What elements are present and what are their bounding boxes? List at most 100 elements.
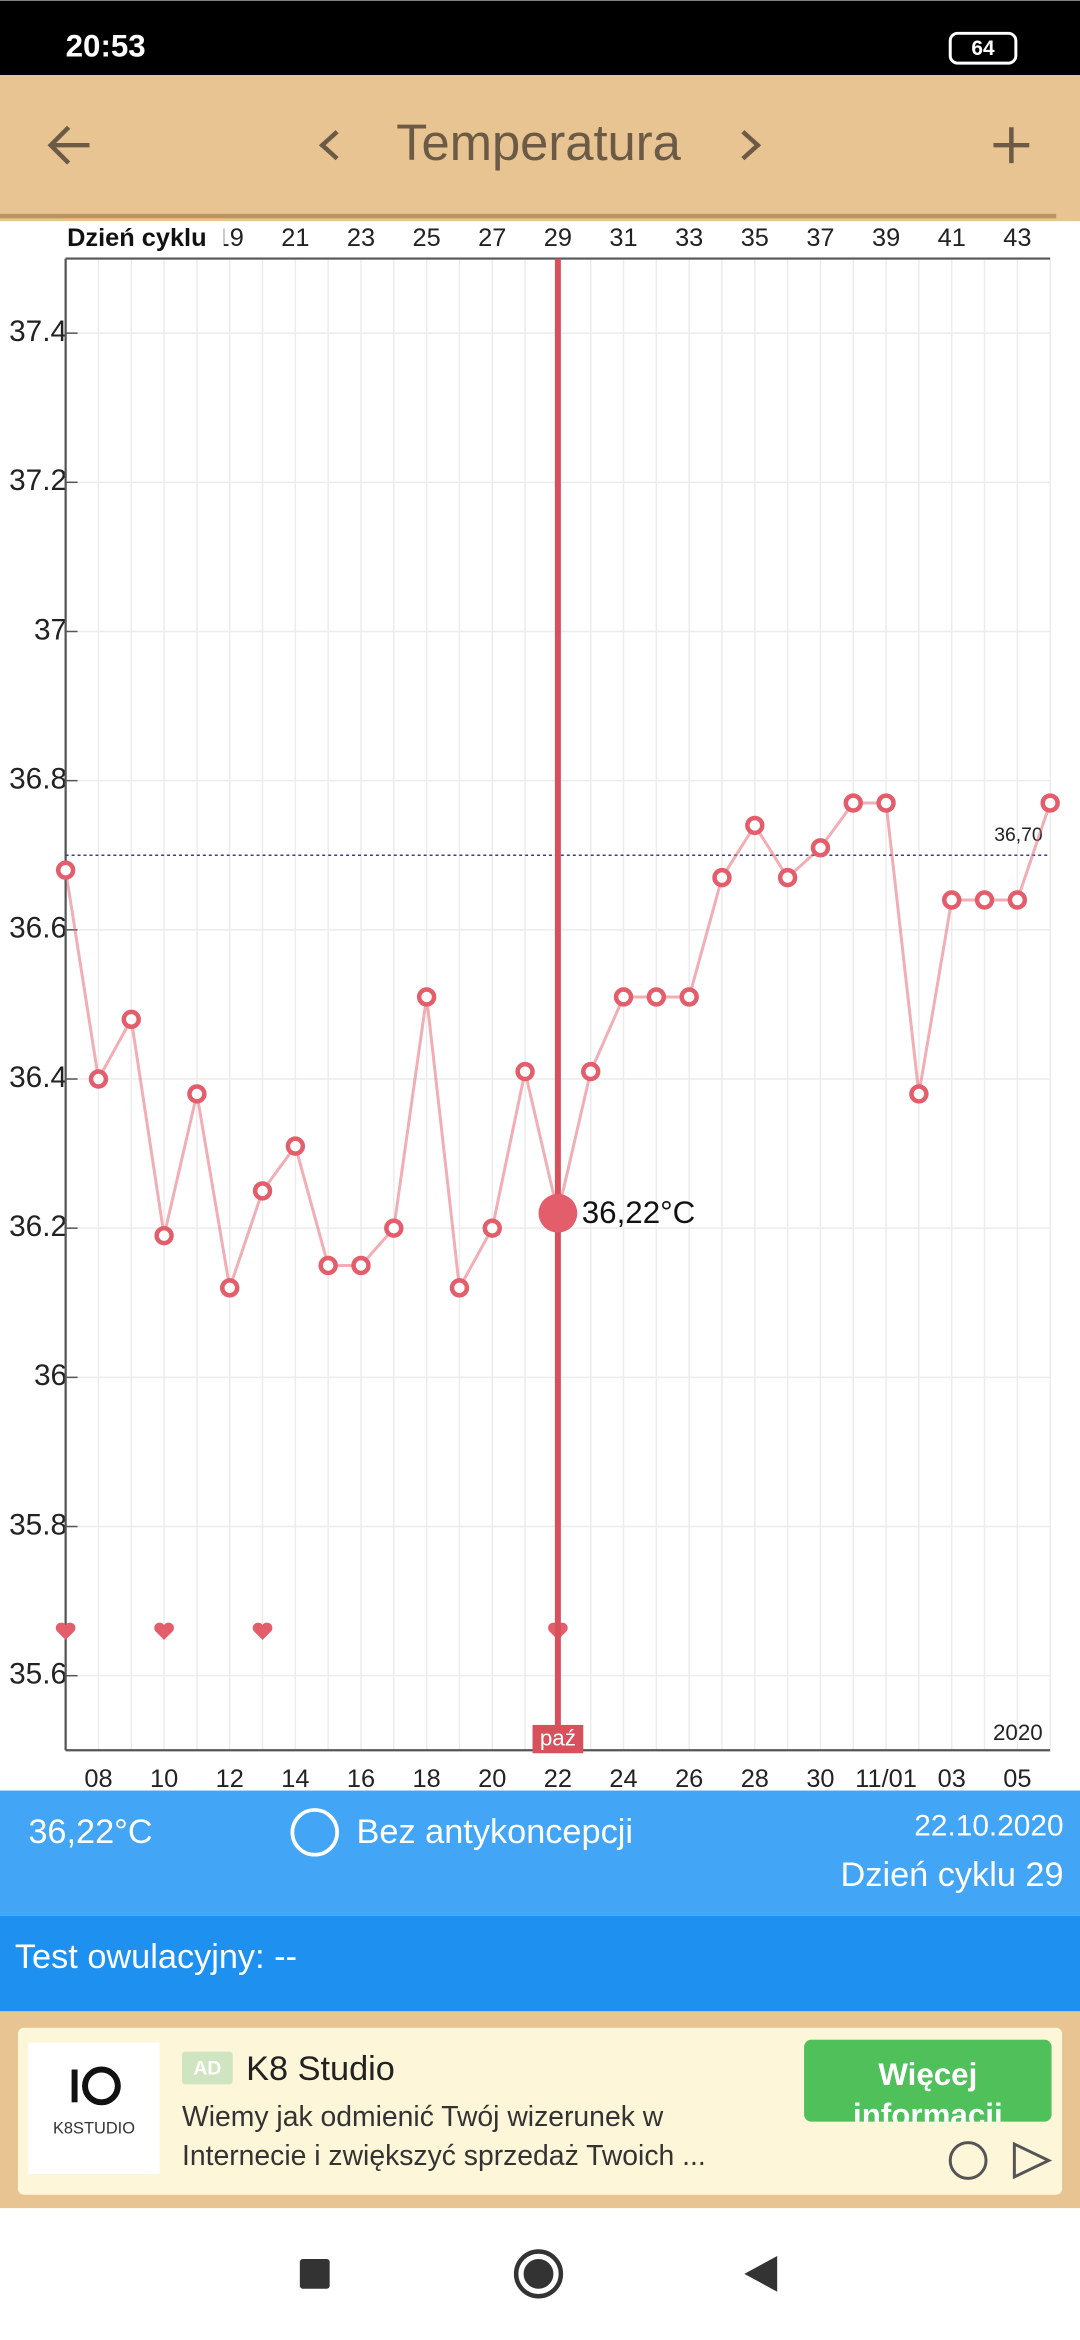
ad-info-icon[interactable] xyxy=(948,2141,988,2180)
top-tick-label: 43 xyxy=(1003,224,1031,252)
nav-back[interactable] xyxy=(744,2255,778,2292)
data-point xyxy=(449,1278,470,1298)
y-tick-label: 36 xyxy=(34,1359,67,1392)
x-tick-label: 11/01 xyxy=(855,1765,917,1793)
data-point xyxy=(777,867,798,888)
x-tick-label: 16 xyxy=(347,1765,375,1793)
data-point xyxy=(613,987,634,1007)
data-point xyxy=(712,867,732,888)
x-tick-label: 30 xyxy=(806,1765,834,1793)
status-bar xyxy=(0,0,1080,76)
x-tick-label: 14 xyxy=(281,1765,309,1793)
value-label: 36,22°C xyxy=(582,1195,696,1230)
x-tick-label: 05 xyxy=(1003,1765,1031,1793)
reference-label: 36,70 xyxy=(994,824,1043,846)
data-point xyxy=(843,793,863,813)
nav-home-dot xyxy=(523,2258,554,2289)
battery-level: 64 xyxy=(971,37,995,60)
data-point xyxy=(1007,890,1028,910)
top-tick-label: 21 xyxy=(281,224,309,252)
contraception-icon xyxy=(290,1808,339,1857)
x-tick-label: 20 xyxy=(478,1765,506,1793)
data-point xyxy=(416,987,437,1007)
data-point xyxy=(220,1278,240,1298)
data-point xyxy=(581,1061,601,1082)
month-label: paź xyxy=(540,1726,576,1751)
ad-logo-mark xyxy=(71,2069,78,2103)
selected-point xyxy=(538,1193,578,1233)
top-tick-label: 31 xyxy=(609,224,637,252)
ad-badge-box xyxy=(181,2051,233,2085)
header-divider xyxy=(0,213,1057,219)
top-tick-label: 27 xyxy=(478,224,506,252)
info-cycle-day: Dzień cyklu 29 xyxy=(841,1856,1064,1894)
clock: 20:53 xyxy=(66,29,146,64)
ad-title: K8 Studio xyxy=(246,2050,395,2088)
top-tick-label: 29 xyxy=(544,224,572,252)
add-button[interactable] xyxy=(993,127,1030,164)
top-tick-label: 25 xyxy=(413,224,441,252)
data-point xyxy=(974,890,995,910)
x-tick-label: 12 xyxy=(216,1765,244,1793)
next-button[interactable] xyxy=(741,130,762,161)
header-bar xyxy=(0,75,1080,222)
heart-icon xyxy=(154,1622,174,1640)
y-tick-label: 37.2 xyxy=(9,464,67,497)
ad-logo-text: K8STUDIO xyxy=(53,2119,135,2137)
x-tick-label: 24 xyxy=(609,1765,637,1793)
info-date: 22.10.2020 xyxy=(914,1810,1063,1843)
y-tick-label: 37 xyxy=(34,613,67,646)
ad-logo-box xyxy=(28,2042,160,2174)
nav-home[interactable] xyxy=(513,2249,564,2299)
x-tick-label: 03 xyxy=(938,1765,966,1793)
ad-choices-icon[interactable] xyxy=(1012,2141,1053,2180)
ad-card[interactable] xyxy=(17,2027,1063,2195)
data-point xyxy=(252,1181,273,1201)
ovulation-bar[interactable] xyxy=(0,1915,1080,2012)
top-tick-label: 35 xyxy=(741,224,769,252)
top-tick-label: 37 xyxy=(806,224,834,252)
y-tick-label: 35.6 xyxy=(9,1658,67,1691)
top-tick-label: 39 xyxy=(872,224,900,252)
y-tick-label: 36.6 xyxy=(9,912,67,945)
ad-button[interactable] xyxy=(804,2039,1052,2122)
info-bar xyxy=(0,1790,1080,1916)
back-button[interactable] xyxy=(47,125,90,165)
prev-button[interactable] xyxy=(318,130,339,161)
x-tick-label: 26 xyxy=(675,1765,703,1793)
x-tick-label: 22 xyxy=(544,1765,572,1793)
data-point xyxy=(876,793,896,813)
data-point xyxy=(384,1218,404,1238)
data-point xyxy=(1040,793,1060,813)
header-title: Temperatura xyxy=(396,114,681,171)
nav-recent[interactable] xyxy=(299,2258,330,2289)
ad-badge: AD xyxy=(193,2058,221,2080)
data-point xyxy=(187,1084,207,1104)
x-tick-label: 18 xyxy=(413,1765,441,1793)
data-point xyxy=(515,1061,535,1082)
top-axis-title-bg xyxy=(59,221,224,258)
info-contraception: Bez antykoncepcji xyxy=(357,1813,633,1851)
data-point xyxy=(88,1069,109,1089)
data-point xyxy=(154,1225,174,1246)
top-tick-label: 41 xyxy=(938,224,966,252)
data-point xyxy=(285,1136,306,1156)
battery-icon xyxy=(948,31,1018,65)
ad-text: Wiemy jak odmienić Twój wizerunek w xyxy=(182,2101,664,2133)
x-tick-label: 28 xyxy=(741,1765,769,1793)
data-point xyxy=(351,1255,371,1276)
heart-icon xyxy=(252,1622,273,1640)
data-point xyxy=(318,1255,338,1276)
data-point xyxy=(810,838,831,858)
heart-icon xyxy=(55,1622,76,1640)
data-point xyxy=(55,860,76,880)
top-axis-title: Dzień cyklu xyxy=(67,224,206,252)
data-point xyxy=(121,1009,141,1030)
data-point xyxy=(679,987,699,1007)
top-tick-label: 33 xyxy=(675,224,703,252)
info-temperature: 36,22°C xyxy=(28,1813,152,1851)
ad-button-label: Więcej xyxy=(878,2057,977,2092)
y-tick-label: 36.8 xyxy=(9,763,67,796)
